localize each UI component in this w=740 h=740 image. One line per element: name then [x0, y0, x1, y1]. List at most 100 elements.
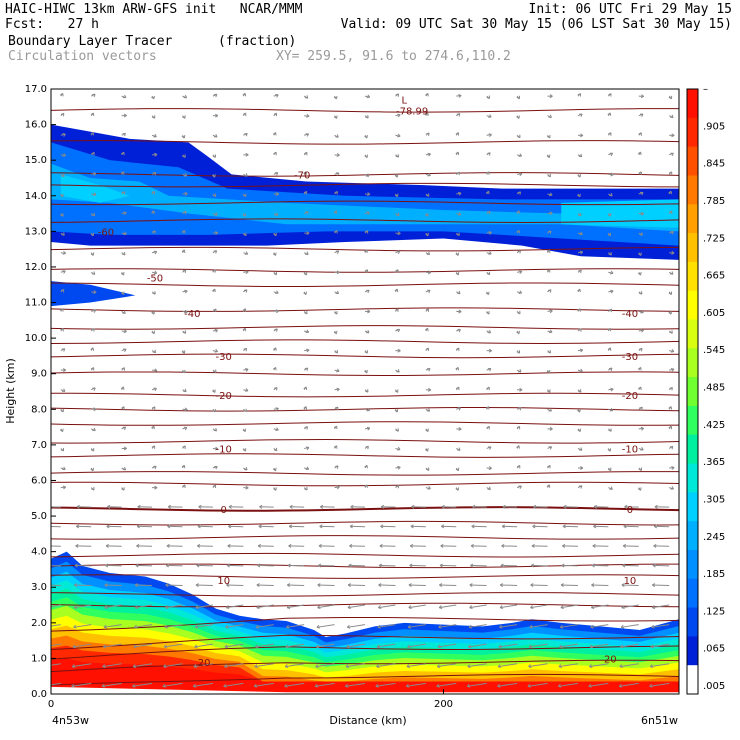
circulation-vector	[577, 466, 584, 470]
circulation-vector	[547, 446, 553, 450]
temperature-contour	[51, 407, 679, 412]
circulation-vector	[212, 389, 216, 393]
circulation-vector	[516, 115, 520, 119]
circulation-vector	[486, 386, 490, 391]
circulation-vector	[226, 563, 244, 568]
colorbar-swatch	[687, 463, 698, 493]
circulation-vector	[668, 330, 673, 334]
circulation-vector	[516, 95, 521, 100]
vector-field-name: Circulation vectors	[8, 49, 157, 64]
circulation-vector	[499, 583, 518, 588]
circulation-vector	[193, 663, 213, 668]
circulation-vector	[334, 290, 340, 295]
circulation-vector	[121, 487, 125, 491]
circulation-vector	[546, 269, 551, 273]
circulation-vector	[121, 94, 127, 99]
circulation-vector	[314, 682, 335, 688]
circulation-vector	[121, 406, 125, 410]
circulation-vector	[529, 624, 548, 629]
circulation-vector	[425, 408, 431, 412]
x-axis-label: Distance (km)	[329, 714, 406, 727]
circulation-vector	[486, 446, 492, 450]
circulation-vector	[163, 643, 183, 649]
circulation-vector	[121, 329, 127, 334]
circulation-vector	[227, 543, 244, 548]
circulation-vector	[91, 290, 97, 294]
contour-label: 0	[221, 505, 227, 516]
circulation-vector	[90, 252, 95, 256]
circulation-vector	[132, 682, 153, 688]
circulation-vector	[618, 682, 639, 688]
circulation-vector	[333, 330, 338, 335]
circulation-vector	[608, 172, 614, 177]
circulation-vector	[455, 132, 460, 136]
circulation-vector	[411, 504, 426, 509]
circulation-vector	[498, 643, 518, 649]
circulation-vector	[348, 563, 366, 568]
circulation-vector	[516, 485, 522, 489]
circulation-vector	[516, 134, 521, 139]
circulation-vector	[395, 348, 401, 353]
circulation-vector	[212, 408, 216, 413]
temperature-contour	[51, 535, 679, 540]
circulation-vector	[590, 624, 609, 629]
circulation-vector	[334, 387, 340, 392]
circulation-vector	[455, 347, 460, 352]
circulation-vector	[195, 604, 213, 609]
contour-label: 20	[198, 658, 211, 669]
circulation-vector	[134, 604, 153, 609]
circulation-vector	[560, 583, 578, 588]
circulation-vector	[456, 290, 461, 295]
circulation-vector	[619, 663, 639, 668]
circulation-vector	[436, 682, 457, 688]
circulation-vector	[167, 504, 183, 509]
circulation-vector	[345, 663, 366, 668]
y-tick-label: 2.0	[31, 618, 47, 629]
circulation-vector	[91, 387, 96, 391]
circulation-vector	[121, 211, 127, 216]
temperature-contour	[51, 307, 679, 312]
circulation-vector	[194, 643, 213, 649]
circulation-vector	[225, 604, 244, 609]
circulation-vector	[242, 213, 247, 217]
circulation-vector	[455, 232, 460, 236]
circulation-vector	[395, 133, 401, 138]
circulation-vector	[608, 308, 613, 313]
contour-label: -70	[294, 170, 310, 181]
circulation-vector	[212, 328, 219, 333]
circulation-vector	[243, 270, 249, 275]
circulation-vector	[622, 543, 639, 548]
circulation-vector	[637, 271, 642, 276]
circulation-vector	[380, 504, 396, 509]
circulation-vector	[364, 309, 371, 314]
circulation-vector	[91, 172, 97, 176]
contour-label: -10	[622, 444, 638, 455]
circulation-vector	[212, 348, 219, 353]
circulation-vector	[425, 270, 432, 275]
circulation-vector	[151, 95, 155, 100]
circulation-vector	[364, 230, 369, 234]
circulation-vector	[547, 173, 551, 178]
circulation-vector	[182, 445, 186, 449]
circulation-vector	[395, 154, 400, 158]
circulation-vector	[517, 172, 523, 177]
temperature-contour	[51, 218, 679, 223]
circulation-vector	[181, 249, 186, 253]
circulation-vector	[395, 93, 400, 97]
circulation-vector	[577, 485, 583, 489]
circulation-vector	[485, 190, 490, 195]
circulation-vector	[364, 269, 369, 273]
circulation-vector	[182, 269, 187, 273]
circulation-vector	[546, 154, 551, 159]
circulation-vector	[669, 133, 675, 138]
circulation-vector	[637, 487, 642, 491]
circulation-vector	[304, 466, 310, 471]
circulation-vector	[242, 308, 247, 312]
circulation-vector	[668, 291, 673, 295]
circulation-vector	[334, 485, 340, 490]
circulation-vector	[151, 230, 156, 234]
circulation-vector	[303, 190, 308, 195]
circulation-vector	[425, 467, 430, 471]
circulation-vector	[121, 466, 127, 471]
circulation-vector	[410, 524, 426, 529]
